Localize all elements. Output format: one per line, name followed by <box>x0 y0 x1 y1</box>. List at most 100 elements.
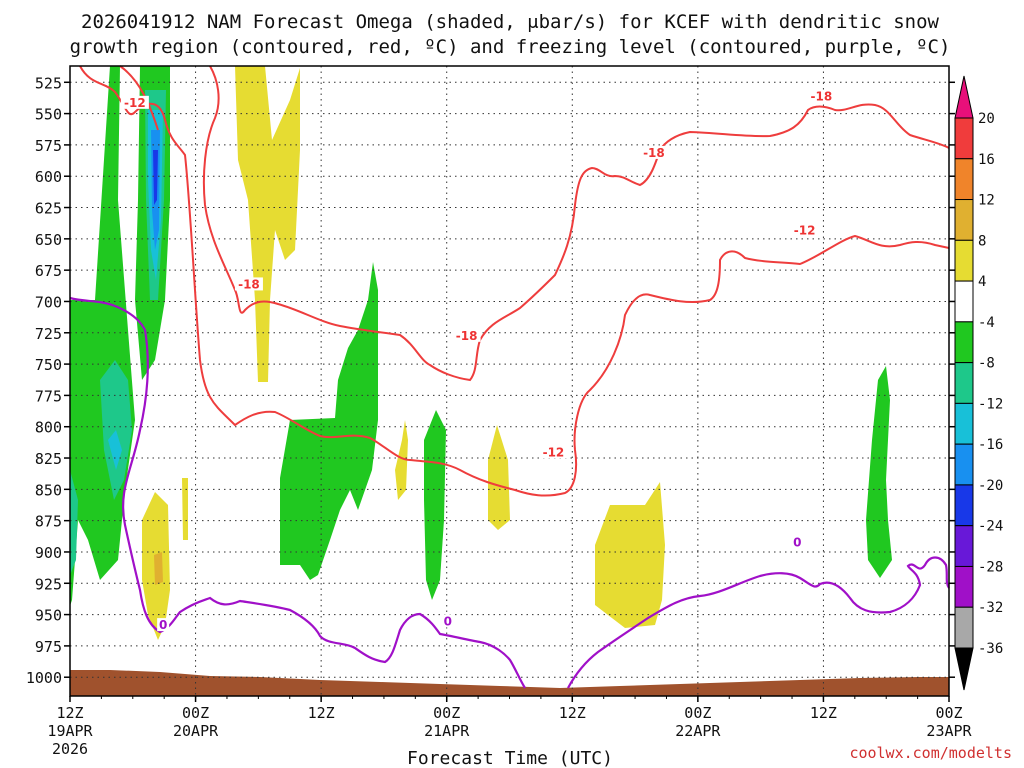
contour-label: -18 <box>456 329 478 343</box>
colorbar-swatch <box>954 280 974 323</box>
y-axis: 525 550 575 600 625 650 675 700 725 750 775 800 825 8… <box>26 74 955 687</box>
omega-region-yellow-upper <box>235 66 300 382</box>
y-tick-label: 525 <box>35 74 62 92</box>
colorbar-tick-label: 12 <box>978 193 995 209</box>
y-tick-label: 850 <box>35 481 62 499</box>
colorbar-tick-label: 16 <box>978 152 995 168</box>
colorbar-bottom-triangle <box>954 647 974 691</box>
colorbar-tick-label: -4 <box>978 315 995 331</box>
colorbar-swatch <box>954 565 974 608</box>
contour-minus18-upper <box>202 65 950 382</box>
colorbar-swatch <box>954 606 974 649</box>
x-tick-label: 00Z <box>935 704 962 722</box>
contour-label: -18 <box>643 146 665 160</box>
contour-label-bg <box>791 535 804 549</box>
contour-label-bg <box>639 145 668 159</box>
x-tick-year: 2026 <box>52 740 88 758</box>
y-tick-label: 825 <box>35 450 62 468</box>
omega-region-teal-edge <box>70 470 78 575</box>
x-tick-label: 00Z <box>182 704 209 722</box>
y-tick-label: 900 <box>35 544 62 562</box>
colorbar-swatch <box>954 484 974 527</box>
omega-region-yellow-small1 <box>395 420 408 500</box>
omega-region-cyan-left <box>108 430 122 470</box>
colorbar-swatch <box>954 199 974 241</box>
contour-label-bg <box>452 328 481 342</box>
colorbar-swatch <box>954 321 974 364</box>
colorbar-tick-label: -24 <box>978 519 1003 535</box>
y-tick-label: 725 <box>35 325 62 343</box>
contour-label: -12 <box>124 96 146 110</box>
x-tick-date: 19APR <box>47 722 93 740</box>
omega-region-green-right <box>866 366 892 578</box>
colorbar-swatch <box>954 158 974 201</box>
contour-label-bg <box>234 277 263 291</box>
contour-minus12-upper-left <box>79 65 950 497</box>
colorbar-tick-label: 20 <box>978 111 995 127</box>
contour-freezing-main <box>69 296 950 689</box>
x-tick-date: 21APR <box>424 722 470 740</box>
omega-region-darkblue-core <box>153 150 158 205</box>
x-tick-date: 20APR <box>173 722 219 740</box>
freezing-level-contours <box>69 296 950 689</box>
y-tick-label: 575 <box>35 137 62 155</box>
colorbar-top-triangle <box>954 75 974 119</box>
x-tick-date: 23APR <box>926 722 972 740</box>
colorbar-tick-label: -8 <box>978 356 995 372</box>
contour-label-bg <box>120 95 149 109</box>
contour-minus18-left <box>119 65 159 131</box>
omega-region-orange-spot <box>154 552 163 585</box>
y-tick-label: 800 <box>35 419 62 437</box>
colorbar-swatch <box>954 443 974 486</box>
omega-region-yellow-small2 <box>488 425 510 530</box>
colorbar-tick-label: -32 <box>978 600 1003 616</box>
plot-area <box>70 66 949 696</box>
contour-label: -12 <box>543 445 565 459</box>
y-tick-label: 875 <box>35 513 62 531</box>
y-tick-label: 1000 <box>26 669 62 687</box>
contour-label-bg <box>441 614 454 628</box>
y-tick-label: 925 <box>35 575 62 593</box>
colorbar-swatch <box>954 525 974 567</box>
omega-region-green-center <box>280 262 378 580</box>
contour-label-bg <box>790 223 819 237</box>
contour-label: 0 <box>159 618 167 632</box>
colorbar-tick-label: -28 <box>978 559 1003 575</box>
colorbar-tick-label: -16 <box>978 437 1003 453</box>
y-tick-label: 600 <box>35 168 62 186</box>
contour-label: 0 <box>444 614 452 628</box>
x-axis-title: Forecast Time (UTC) <box>407 748 613 768</box>
contour-label: -18 <box>810 90 832 104</box>
y-tick-label: 700 <box>35 293 62 311</box>
x-tick-label: 00Z <box>684 704 711 722</box>
chart-title-line1: 2026041912 NAM Forecast Omega (shaded, μ… <box>81 11 939 33</box>
y-tick-label: 650 <box>35 231 62 249</box>
x-tick-label: 12Z <box>559 704 586 722</box>
colorbar-tick-label: -12 <box>978 396 1003 412</box>
y-tick-label: 750 <box>35 356 62 374</box>
colorbar-swatch <box>954 239 974 282</box>
y-tick-label: 625 <box>35 200 62 218</box>
y-tick-label: 550 <box>35 106 62 124</box>
credit-text: coolwx.com/modelts <box>849 744 1012 762</box>
omega-shading <box>70 66 892 640</box>
chart-title-line2: growth region (contoured, red, ºC) and f… <box>70 36 951 58</box>
x-tick-label: 12Z <box>56 704 83 722</box>
colorbar-swatch <box>954 117 974 160</box>
omega-region-yellow-lower-mid <box>595 482 665 628</box>
colorbar-tick-label: 8 <box>978 233 986 249</box>
surface-terrain <box>70 670 949 696</box>
colorbar-tick-label: 4 <box>978 274 986 290</box>
colorbar-tick-label: -36 <box>978 641 1003 657</box>
contour-label: -12 <box>794 224 816 238</box>
dendritic-contours <box>79 65 950 497</box>
y-tick-label: 950 <box>35 607 62 625</box>
x-tick-label: 12Z <box>810 704 837 722</box>
omega-region-green-column <box>424 410 446 600</box>
colorbar-tick-label: -20 <box>978 478 1003 494</box>
contour-label-bg <box>157 618 170 632</box>
y-tick-label: 775 <box>35 387 62 405</box>
x-tick-label: 00Z <box>433 704 460 722</box>
